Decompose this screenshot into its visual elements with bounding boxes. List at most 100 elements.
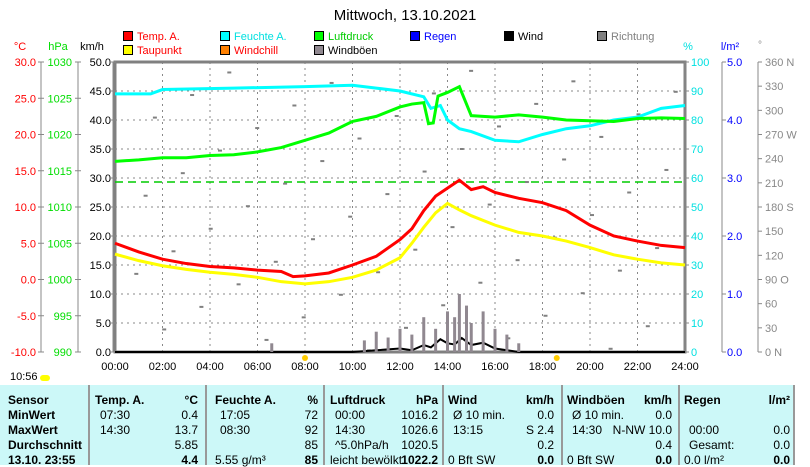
tick-wind: 5.0 bbox=[96, 318, 111, 330]
legend-item: Luftdruck bbox=[314, 31, 373, 43]
table-cell: Sensor bbox=[8, 393, 49, 407]
legend-swatch bbox=[314, 31, 324, 41]
tick-rain: 5.0 bbox=[727, 57, 742, 69]
gust-bar bbox=[517, 343, 521, 352]
axis-unit-wind: km/h bbox=[80, 41, 104, 53]
tick-temp: 15.0 bbox=[15, 166, 36, 178]
gust-bar bbox=[453, 317, 457, 352]
x-tick: 18:00 bbox=[529, 361, 557, 373]
legend-swatch bbox=[597, 31, 607, 41]
table-cell: 0.0 l/m² bbox=[684, 453, 725, 467]
tick-wind: 30.0 bbox=[90, 173, 111, 185]
table-cell: leicht bewölkt bbox=[330, 453, 403, 467]
table-cell: 0.4 bbox=[655, 438, 672, 452]
tick-wind: 50.0 bbox=[90, 57, 111, 69]
table-cell: Ø 10 min. bbox=[453, 408, 506, 422]
table-cell: 0.0 bbox=[655, 408, 672, 422]
gust-bar bbox=[465, 305, 468, 352]
x-tick: 12:00 bbox=[386, 361, 414, 373]
tick-dir: 360 N bbox=[765, 57, 794, 69]
tick-hum: 10 bbox=[691, 318, 703, 330]
legend-label: Richtung bbox=[611, 31, 655, 43]
tick-dir: 120 bbox=[765, 250, 783, 262]
x-tick: 16:00 bbox=[481, 361, 509, 373]
legend-swatch bbox=[220, 31, 230, 41]
tick-press: 1015 bbox=[48, 166, 72, 178]
stats-table: Sensor Temp. A. °C Feuchte A.% Luftdruck hPa W… bbox=[0, 385, 795, 467]
axis-unit-rain: l/m² bbox=[721, 41, 740, 53]
axis-unit-dir: ° bbox=[758, 40, 762, 51]
table-cell: hPa bbox=[415, 393, 438, 407]
sunrise-marker bbox=[302, 355, 308, 361]
table-cell: 0 Bft SW bbox=[448, 453, 496, 467]
tick-dir: 0 N bbox=[765, 347, 782, 359]
legend-swatch bbox=[314, 45, 324, 55]
gust-bar bbox=[422, 317, 426, 352]
table-cell: 0.4 bbox=[181, 408, 198, 422]
legend-item: Temp. A. bbox=[123, 31, 180, 43]
legend-item: Regen bbox=[410, 31, 456, 43]
tick-hum: 40 bbox=[691, 231, 703, 243]
table-cell: 5.85 bbox=[174, 438, 198, 452]
table-cell: 14:30 bbox=[100, 423, 131, 437]
tick-rain: 2.0 bbox=[727, 231, 742, 243]
column-divider bbox=[561, 385, 563, 465]
series-line-taupunkt bbox=[114, 201, 686, 286]
x-tick: 02:00 bbox=[149, 361, 177, 373]
table-cell: 92 bbox=[304, 423, 318, 437]
table-cell: 0.0 bbox=[773, 438, 790, 452]
legend-swatch bbox=[123, 45, 133, 55]
tick-wind: 45.0 bbox=[90, 86, 111, 98]
gust-bar bbox=[386, 337, 390, 352]
gust-bar bbox=[398, 328, 402, 352]
gust-bar bbox=[374, 331, 378, 352]
column-divider bbox=[678, 385, 680, 465]
tick-temp: 25.0 bbox=[15, 93, 36, 105]
gust-bar bbox=[362, 340, 366, 352]
series-line-temp-a- bbox=[114, 178, 686, 279]
gust-bar bbox=[434, 328, 438, 352]
tick-hum: 80 bbox=[691, 115, 703, 127]
tick-temp: 0.0 bbox=[21, 275, 36, 287]
table-cell: 4.4 bbox=[181, 453, 198, 467]
legend-label: Luftdruck bbox=[328, 31, 374, 43]
axis-unit-temp: °C bbox=[14, 41, 26, 53]
tick-hum: 90 bbox=[691, 86, 703, 98]
table-cell: 1022.2 bbox=[401, 453, 438, 467]
tick-hum: 70 bbox=[691, 144, 703, 156]
tick-temp: 5.0 bbox=[21, 238, 36, 250]
table-cell: 17:05 bbox=[220, 408, 251, 422]
table-cell: % bbox=[307, 393, 318, 407]
table-cell: 08:30 bbox=[220, 423, 251, 437]
tick-press: 990 bbox=[54, 347, 72, 359]
tick-dir: 150 bbox=[765, 226, 783, 238]
tick-wind: 15.0 bbox=[90, 260, 111, 272]
legend-item: Windchill bbox=[220, 45, 278, 57]
table-cell: 85 bbox=[304, 453, 318, 467]
x-tick: 08:00 bbox=[291, 361, 319, 373]
x-tick: 20:00 bbox=[576, 361, 604, 373]
tick-hum: 50 bbox=[691, 202, 703, 214]
table-cell: Gesamt: bbox=[689, 438, 735, 452]
tick-wind: 20.0 bbox=[90, 231, 111, 243]
tick-hum: 20 bbox=[691, 289, 703, 301]
x-tick: 22:00 bbox=[624, 361, 652, 373]
tick-hum: 0 bbox=[691, 347, 697, 359]
tick-press: 1010 bbox=[48, 202, 72, 214]
legend-item: Feuchte A. bbox=[220, 31, 287, 43]
tick-dir: 90 O bbox=[765, 275, 789, 287]
gust-bar bbox=[410, 334, 414, 352]
column-divider bbox=[88, 385, 90, 465]
table-cell: 0 Bft SW bbox=[567, 453, 615, 467]
table-cell: Feuchte A. bbox=[215, 393, 276, 407]
x-tick: 24:00 bbox=[671, 361, 699, 373]
tick-wind: 35.0 bbox=[90, 144, 111, 156]
tick-wind: 10.0 bbox=[90, 289, 111, 301]
table-cell: 0.0 bbox=[773, 423, 790, 437]
tick-press: 1025 bbox=[48, 93, 72, 105]
x-tick: 10:00 bbox=[339, 361, 367, 373]
table-cell: 13:15 bbox=[453, 423, 484, 437]
legend-label: Wind bbox=[518, 31, 544, 43]
x-tick: 04:00 bbox=[196, 361, 224, 373]
legend-swatch bbox=[123, 31, 133, 41]
